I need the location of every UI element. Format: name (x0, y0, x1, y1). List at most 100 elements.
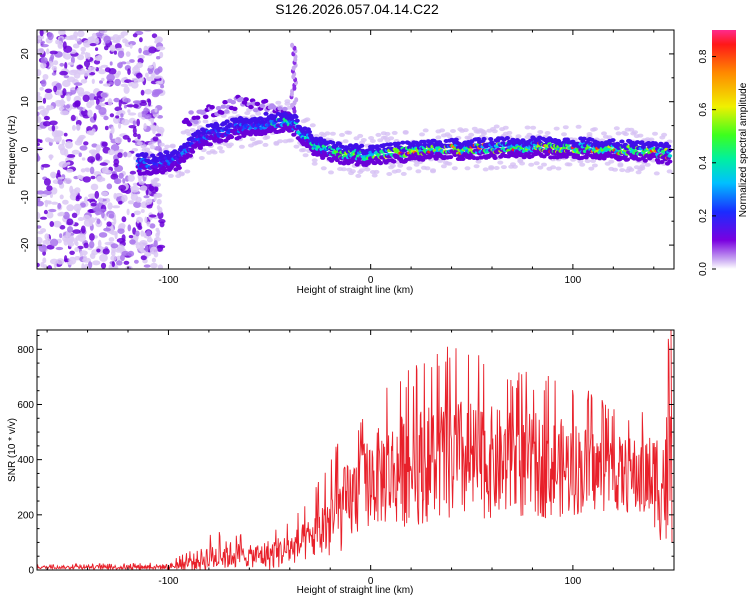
spectrogram-ridge-cell (395, 141, 401, 146)
spectrogram-noise-cell (79, 202, 86, 208)
spectrogram-noise-cell (114, 178, 122, 185)
spectrogram-noise-cell (65, 104, 71, 109)
spectrogram-ridge-cell (420, 157, 426, 162)
spectrogram-noise-cell (93, 96, 99, 101)
spectrogram-noise-cell (53, 220, 62, 228)
spectrogram-noise-cell (57, 202, 62, 210)
spectrogram-noise-cell (143, 123, 147, 130)
spectrogram-noise-cell (83, 141, 89, 146)
spectrogram-halo-cell (257, 140, 264, 145)
spectrogram-noise-cell (93, 37, 99, 42)
spectrogram-halo-cell (359, 168, 365, 173)
spectrogram-noise-cell (148, 185, 155, 192)
spectrogram-branch-cell (188, 110, 194, 115)
spectrogram-noise-cell (133, 210, 141, 216)
spectrogram-noise-cell (107, 149, 115, 156)
spectrogram-noise-cell (47, 32, 54, 41)
spectrogram-noise-cell (57, 212, 63, 217)
spectrogram-branch-cell (254, 101, 261, 107)
spectrogram-noise-cell (126, 208, 130, 216)
spectrogram-noise-cell (146, 221, 151, 227)
spectrogram-halo-cell (555, 166, 562, 171)
spectrogram-noise-cell (67, 241, 75, 247)
spectrogram-noise-cell (40, 62, 47, 69)
spectrogram-ridge-cell (218, 138, 225, 143)
spectrogram-halo-cell (435, 135, 442, 140)
spectrogram-halo-cell (328, 170, 334, 175)
spectrogram-ridge-cell (336, 141, 342, 146)
spectrogram-noise-cell (128, 82, 133, 87)
spectrogram-noise-cell (88, 149, 98, 154)
spectrogram-ridge-cell (197, 145, 203, 150)
spectrogram-noise-cell (146, 198, 153, 205)
spectrogram-halo-cell (349, 169, 356, 174)
spectrogram-noise-cell (37, 190, 45, 195)
spectrogram-halo-cell (524, 125, 531, 130)
spectrogram-noise-cell (111, 249, 116, 257)
spectrogram-noise-cell (66, 154, 76, 158)
spectrogram-noise-cell (146, 230, 152, 237)
spectrogram-halo-cell (637, 133, 644, 138)
spectrogram-ridge-cell (453, 137, 459, 142)
spectrogram-noise-cell (46, 185, 53, 192)
spectrogram-noise-cell (82, 214, 91, 221)
spectrogram-noise-cell (98, 30, 108, 34)
spectrogram-noise-cell (81, 157, 86, 161)
spectrogram-noise-cell (87, 156, 96, 163)
spectrogram-noise-cell (44, 92, 53, 100)
spectrogram-noise-cell (95, 144, 101, 153)
spectrogram-noise-cell (110, 126, 115, 134)
spectrogram-noise-cell (59, 62, 65, 67)
spectrogram-halo-cell (144, 147, 151, 152)
spectrogram-ytick-label: -10 (20, 190, 31, 205)
spectrogram-halo-cell (320, 166, 327, 171)
spectrogram-noise-cell (63, 132, 68, 137)
spectrogram-spike-cell (290, 42, 295, 48)
spectrogram-noise-cell (80, 79, 88, 84)
snr-axes: -100 0 100 0 200 400 600 800 (17, 330, 674, 587)
spectrogram-noise-cell (82, 94, 90, 103)
spectrogram-ridge-cell (187, 153, 193, 158)
spectrogram-noise-cell (126, 151, 132, 158)
spectrogram-ridge-cell (241, 133, 247, 138)
spectrogram-noise-cell (143, 264, 151, 268)
spectrogram-noise-cell (66, 94, 71, 102)
spectrogram-noise-cell (98, 66, 103, 70)
spectrogram-ridge-cell (418, 154, 424, 159)
spectrogram-noise-cell (104, 125, 109, 131)
spectrogram-spike-cell (294, 97, 299, 103)
spectrogram-noise-cell (51, 124, 56, 132)
spectrogram-noise-cell (66, 161, 71, 165)
spectrogram-ridge-cell (294, 118, 300, 123)
spectrogram-noise-cell (127, 68, 131, 75)
spectrogram-noise-cell (77, 136, 84, 141)
spectrogram-halo-cell (652, 131, 658, 136)
spectrogram-noise-cell (63, 177, 72, 184)
spectrogram-noise-cell (57, 40, 63, 48)
spectrogram-noise-cell (59, 194, 64, 200)
spectrogram-noise-cell (109, 113, 115, 118)
spectrogram-noise-cell (153, 240, 158, 248)
spectrogram-ytick-label: 0 (20, 146, 31, 152)
spectrogram-ridge-cell (601, 156, 607, 161)
spectrogram-noise-cell (83, 242, 89, 249)
spectrogram-noise-cell (42, 257, 47, 264)
spectrogram-noise-cell (97, 208, 107, 212)
spectrogram-halo-cell (561, 132, 567, 137)
spectrogram-noise-cell (37, 37, 42, 44)
spectrogram-noise-cell (90, 202, 97, 207)
spectrogram-noise-cell (46, 105, 54, 111)
spectrogram-noise-cell (121, 119, 130, 126)
snr-ytick-label: 600 (17, 400, 34, 411)
spectrogram-noise-cell (48, 208, 57, 213)
spectrogram-ridge-cell (181, 158, 187, 163)
spectrogram-noise-cell (75, 100, 81, 107)
spectrogram-noise-cell (75, 241, 79, 247)
spectrogram-noise-cell (132, 132, 138, 138)
spectrogram-noise-cell (50, 238, 59, 247)
spectrogram-noise-cell (154, 68, 161, 75)
spectrogram-noise-cell (127, 112, 137, 116)
spectrogram-noise-cell (113, 97, 120, 103)
spectrogram-noise-cell (78, 152, 82, 157)
spectrogram-branch-cell (238, 96, 244, 102)
